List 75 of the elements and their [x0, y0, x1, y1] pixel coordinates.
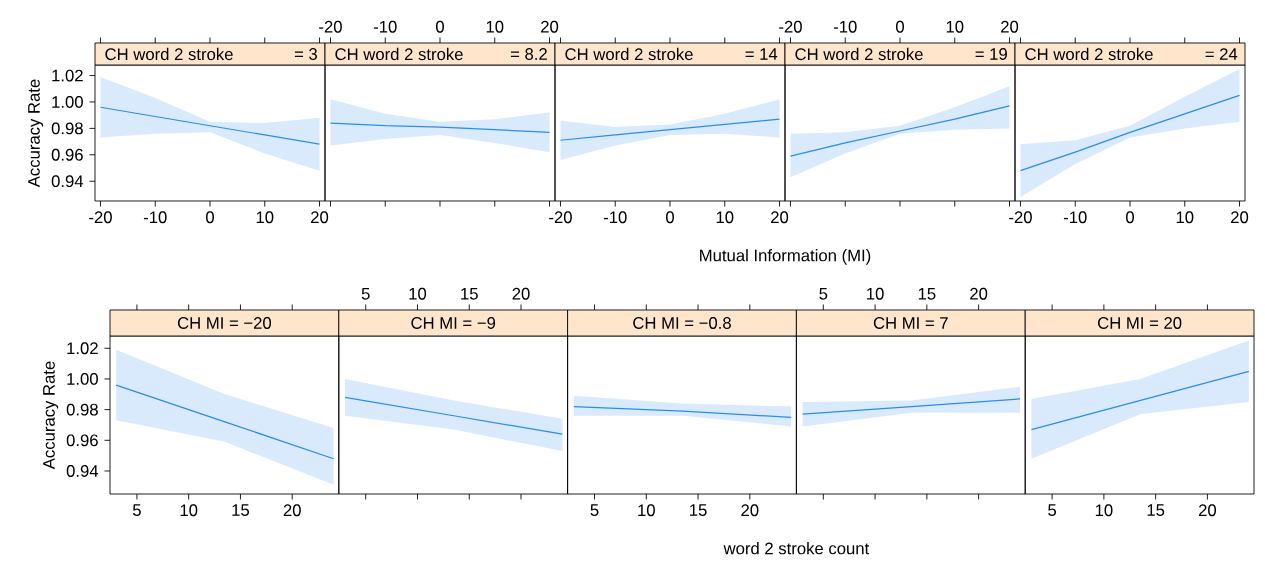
- x-tick-label: 10: [486, 20, 504, 33]
- chart-subtitle: = 8.2: [510, 48, 547, 60]
- x-tick-label: 15: [232, 504, 250, 516]
- x-tick-label: 0: [666, 211, 674, 224]
- x-axis-title: Mutual Information (MI): [700, 249, 871, 265]
- x-tick-label: 5: [132, 504, 141, 516]
- x-tick-label: 5: [590, 504, 599, 516]
- y-tick-label: 0.98: [66, 403, 98, 416]
- x-tick-label: -20: [319, 20, 342, 33]
- chart-subtitle: = 19: [975, 48, 1007, 60]
- x-tick-label: 20: [771, 211, 789, 224]
- x-tick-label: 20: [1231, 211, 1249, 224]
- y-tick-label: 0.94: [66, 465, 99, 477]
- chart-title: CH word 2 stroke: [105, 47, 233, 61]
- y-tick-label: 0.98: [51, 122, 83, 135]
- chart-title: CH word 2 stroke: [565, 47, 693, 61]
- chart-title: CH MI = −0.8: [633, 317, 731, 329]
- x-tick-label: -10: [1063, 211, 1087, 224]
- x-tick-label: -20: [89, 211, 112, 224]
- x-tick-label: 20: [541, 20, 559, 33]
- chart-title: CH MI = −9: [411, 317, 496, 329]
- chart-subtitle: = 14: [745, 48, 778, 60]
- line-series: [99, 106, 321, 145]
- y-tick-label: 0.96: [51, 148, 83, 161]
- y-tick-label: 0.94: [51, 175, 84, 188]
- y-axis-title: Accuracy Rate: [28, 79, 44, 188]
- x-tick-label: 5: [1048, 504, 1057, 516]
- chart-title: CH MI = −20: [177, 317, 272, 329]
- y-tick-label: 0.96: [66, 434, 98, 447]
- x-axis-title: word 2 stroke count: [723, 542, 870, 555]
- x-tick-label: 10: [409, 287, 427, 300]
- x-tick-label: 10: [1176, 211, 1194, 224]
- x-tick-label: 15: [461, 287, 478, 300]
- y-axis-title: Accuracy Rate: [43, 361, 59, 470]
- x-tick-label: -20: [779, 20, 802, 33]
- x-tick-label: -10: [143, 211, 167, 224]
- x-tick-label: 20: [1198, 504, 1217, 517]
- x-tick-label: 20: [1001, 20, 1019, 33]
- x-tick-label: -10: [833, 20, 857, 33]
- chart-subtitle: = 3: [294, 48, 317, 60]
- x-tick-label: 10: [716, 211, 734, 224]
- x-tick-label: -10: [603, 211, 627, 224]
- y-tick-label: 1.02: [67, 342, 98, 355]
- x-tick-label: 5: [819, 287, 828, 300]
- x-tick-label: 0: [206, 211, 214, 224]
- x-tick-label: 10: [867, 287, 884, 300]
- x-tick-label: -10: [373, 20, 397, 33]
- x-tick-label: 0: [436, 20, 444, 33]
- x-tick-label: 20: [283, 504, 301, 517]
- x-tick-label: 10: [1095, 504, 1113, 517]
- y-tick-label: 1.00: [52, 96, 83, 108]
- x-tick-label: 20: [741, 504, 759, 517]
- x-tick-label: 20: [512, 287, 530, 300]
- x-tick-label: 10: [638, 504, 655, 517]
- x-tick-label: 0: [1126, 211, 1134, 224]
- x-tick-label: 0: [896, 20, 904, 33]
- x-tick-label: 15: [690, 504, 707, 516]
- chart-title: CH word 2 stroke: [335, 47, 463, 61]
- chart-title: CH word 2 stroke: [1025, 47, 1153, 61]
- x-tick-label: -20: [1009, 211, 1032, 224]
- x-tick-label: 15: [918, 287, 936, 300]
- x-tick-label: -20: [549, 211, 572, 224]
- chart-title: CH MI = 7: [873, 317, 948, 329]
- x-tick-label: 15: [1147, 504, 1165, 516]
- x-tick-label: 10: [256, 211, 274, 224]
- chart-title: CH word 2 stroke: [795, 47, 923, 61]
- x-tick-label: 20: [970, 287, 988, 300]
- x-tick-label: 10: [946, 20, 964, 33]
- x-tick-label: 10: [180, 504, 198, 517]
- y-tick-label: 1.02: [52, 69, 83, 82]
- y-tick-label: 1.00: [67, 373, 98, 385]
- chart-title: CH MI = 20: [1098, 317, 1182, 329]
- chart-subtitle: = 24: [1205, 48, 1238, 60]
- x-tick-label: 5: [361, 287, 370, 300]
- x-tick-label: 20: [311, 211, 329, 224]
